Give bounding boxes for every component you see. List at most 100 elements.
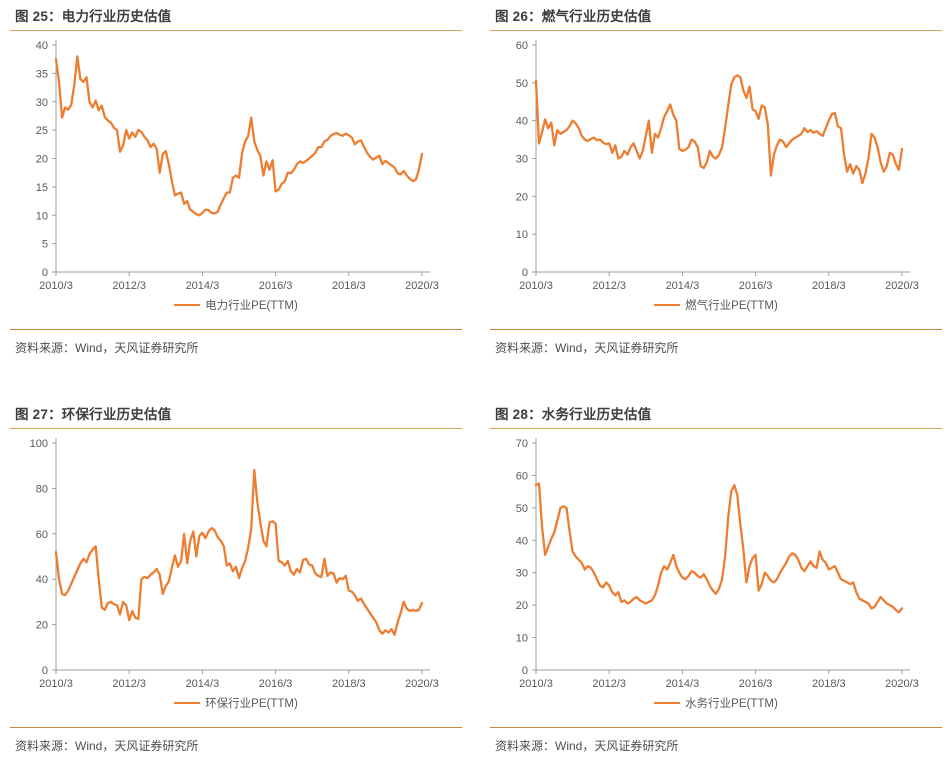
y-tick-label: 60 <box>36 529 48 541</box>
x-tick-label: 2014/3 <box>666 280 700 292</box>
source-note: 资料来源：Wind，天风证券研究所 <box>495 341 679 355</box>
y-tick-label: 20 <box>36 154 48 166</box>
legend-label: 电力行业PE(TTM) <box>205 300 298 312</box>
pe-series-line <box>534 74 904 185</box>
figure-title: 图 25：电力行业历史估值 <box>15 9 172 24</box>
x-tick-label: 2018/3 <box>332 280 366 292</box>
x-tick-label: 2018/3 <box>812 678 846 690</box>
source-note: 资料来源：Wind，天风证券研究所 <box>15 341 199 355</box>
title-underline <box>490 428 942 429</box>
y-tick-label: 60 <box>516 40 528 52</box>
line-chart: 0 10 20 30 40 50 60 70 2010/3 2012/3 2014/3 2016/3 2… <box>490 433 942 691</box>
y-tick-label: 20 <box>36 620 48 632</box>
source-divider <box>10 329 462 330</box>
y-tick-label: 10 <box>516 633 528 645</box>
y-tick-label: 30 <box>516 154 528 166</box>
legend-line-swatch <box>174 701 201 705</box>
x-tick-label: 2014/3 <box>186 280 220 292</box>
figure-gas: 图 26：燃气行业历史估值 0 10 20 30 40 50 60 2010/3 2012/3 2… <box>490 2 942 356</box>
source-divider <box>490 727 942 728</box>
chart-legend: 燃气行业PE(TTM) <box>490 296 942 314</box>
pe-series-line <box>54 55 424 217</box>
chart-canvas: 0 20 40 60 80 100 2010/3 2012/3 2014/3 2016/3 2018… <box>30 438 439 690</box>
pe-series-line <box>534 482 904 614</box>
y-tick-label: 0 <box>42 267 48 279</box>
x-tick-label: 2012/3 <box>112 678 146 690</box>
y-tick-label: 100 <box>30 438 48 450</box>
y-tick-label: 25 <box>36 125 48 137</box>
y-tick-label: 40 <box>36 574 48 586</box>
x-tick-label: 2010/3 <box>39 678 73 690</box>
y-tick-label: 10 <box>36 210 48 222</box>
source-divider <box>10 727 462 728</box>
y-tick-label: 80 <box>36 483 48 495</box>
x-tick-label: 2012/3 <box>112 280 146 292</box>
figure-title: 图 27：环保行业历史估值 <box>15 407 172 422</box>
x-tick-label: 2020/3 <box>405 280 439 292</box>
source-divider <box>490 329 942 330</box>
y-tick-label: 30 <box>516 568 528 580</box>
x-tick-label: 2010/3 <box>39 280 73 292</box>
legend-label: 水务行业PE(TTM) <box>685 698 778 710</box>
legend-line-swatch <box>654 701 681 705</box>
x-tick-label: 2020/3 <box>885 678 919 690</box>
y-tick-label: 5 <box>42 239 48 251</box>
y-tick-label: 30 <box>36 97 48 109</box>
chart-legend: 水务行业PE(TTM) <box>490 694 942 712</box>
chart-canvas: 0 10 20 30 40 50 60 2010/3 2012/3 2014/3 2016/3 201… <box>516 40 919 292</box>
y-tick-label: 40 <box>516 535 528 547</box>
y-tick-label: 15 <box>36 182 48 194</box>
figure-title: 图 26：燃气行业历史估值 <box>495 9 652 24</box>
pe-series-line <box>54 469 424 636</box>
y-tick-label: 60 <box>516 470 528 482</box>
x-tick-label: 2018/3 <box>812 280 846 292</box>
figure-environmental: 图 27：环保行业历史估值 0 20 40 60 80 100 2010/3 2012/3 20… <box>10 400 462 754</box>
source-note: 资料来源：Wind，天风证券研究所 <box>495 739 679 753</box>
source-note: 资料来源：Wind，天风证券研究所 <box>15 739 199 753</box>
y-tick-label: 50 <box>516 78 528 90</box>
x-tick-label: 2016/3 <box>739 280 773 292</box>
legend-line-swatch <box>174 303 201 307</box>
figure-electric-power: 图 25：电力行业历史估值 0 5 10 15 20 25 30 35 40 2010/3 2012… <box>10 2 462 356</box>
chart-canvas: 0 10 20 30 40 50 60 70 2010/3 2012/3 2014/3 2016/3 2… <box>516 438 919 690</box>
y-tick-label: 40 <box>516 116 528 128</box>
chart-legend: 环保行业PE(TTM) <box>10 694 462 712</box>
y-tick-label: 20 <box>516 191 528 203</box>
legend-line-swatch <box>654 303 681 307</box>
y-tick-label: 35 <box>36 68 48 80</box>
y-tick-label: 0 <box>522 665 528 677</box>
title-underline <box>490 30 942 31</box>
x-tick-label: 2010/3 <box>519 280 553 292</box>
y-tick-label: 0 <box>522 267 528 279</box>
x-tick-label: 2016/3 <box>259 678 293 690</box>
y-tick-label: 20 <box>516 600 528 612</box>
chart-canvas: 0 5 10 15 20 25 30 35 40 2010/3 2012/3 2014/3 2016/3… <box>36 40 439 292</box>
y-tick-label: 0 <box>42 665 48 677</box>
x-tick-label: 2012/3 <box>592 280 626 292</box>
legend-label: 燃气行业PE(TTM) <box>685 300 778 312</box>
x-tick-label: 2014/3 <box>186 678 220 690</box>
x-tick-label: 2020/3 <box>405 678 439 690</box>
y-tick-label: 10 <box>516 229 528 241</box>
title-underline <box>10 30 462 31</box>
figure-title: 图 28：水务行业历史估值 <box>495 407 652 422</box>
title-underline <box>10 428 462 429</box>
line-chart: 0 10 20 30 40 50 60 2010/3 2012/3 2014/3 2016/3 201… <box>490 35 942 293</box>
y-tick-label: 50 <box>516 503 528 515</box>
x-tick-label: 2018/3 <box>332 678 366 690</box>
x-tick-label: 2010/3 <box>519 678 553 690</box>
line-chart: 0 20 40 60 80 100 2010/3 2012/3 2014/3 2016/3 2018… <box>10 433 462 691</box>
legend-label: 环保行业PE(TTM) <box>205 698 298 710</box>
x-tick-label: 2016/3 <box>739 678 773 690</box>
figure-grid: 图 25：电力行业历史估值 0 5 10 15 20 25 30 35 40 2010/3 2012… <box>10 2 942 754</box>
x-tick-label: 2016/3 <box>259 280 293 292</box>
line-chart: 0 5 10 15 20 25 30 35 40 2010/3 2012/3 2014/3 2016/3… <box>10 35 462 293</box>
figure-water: 图 28：水务行业历史估值 0 10 20 30 40 50 60 70 2010/3 2012/… <box>490 400 942 754</box>
x-tick-label: 2014/3 <box>666 678 700 690</box>
y-tick-label: 40 <box>36 40 48 52</box>
x-tick-label: 2020/3 <box>885 280 919 292</box>
chart-legend: 电力行业PE(TTM) <box>10 296 462 314</box>
y-tick-label: 70 <box>516 438 528 450</box>
x-tick-label: 2012/3 <box>592 678 626 690</box>
